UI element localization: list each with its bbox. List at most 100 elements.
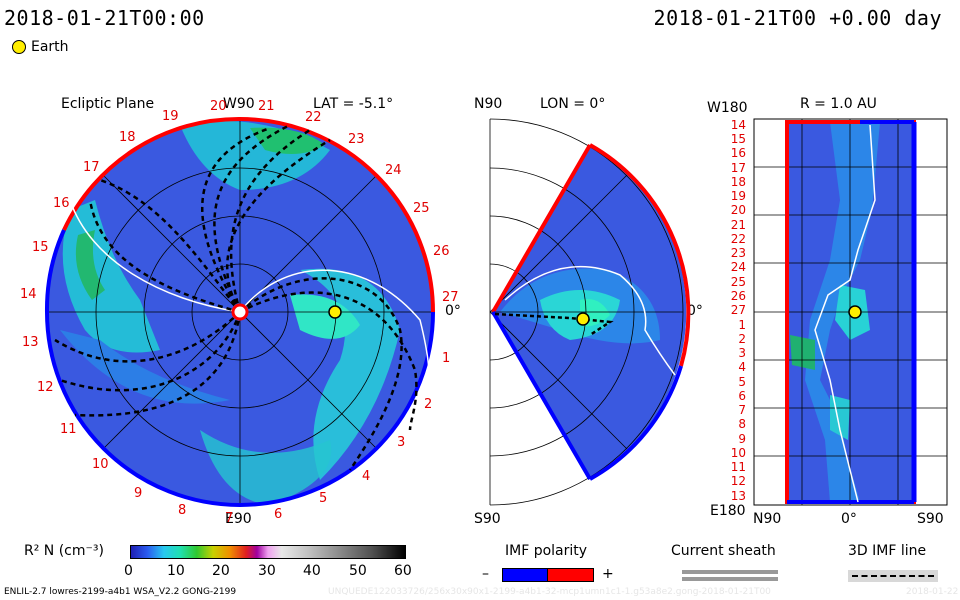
svg-text:3: 3 [397, 435, 405, 450]
svg-text:5: 5 [738, 375, 746, 389]
svg-text:14: 14 [20, 287, 37, 302]
svg-text:17: 17 [83, 160, 100, 175]
svg-text:17: 17 [731, 161, 746, 175]
svg-text:9: 9 [134, 486, 142, 501]
earth-marker-meridional [576, 312, 590, 326]
current-sheath-line [682, 577, 778, 581]
radial-xtick-0: 0° [841, 511, 857, 527]
meridional-right-label: 0° [687, 303, 703, 319]
svg-text:1: 1 [442, 351, 450, 366]
svg-text:4: 4 [362, 469, 370, 484]
svg-text:18: 18 [731, 175, 746, 189]
radial-title: R = 1.0 AU [800, 96, 877, 112]
current-sheath-line [682, 570, 778, 574]
footer-model: ENLIL-2.7 lowres-2199-a4b1 WSA_V2.2 GONG… [4, 587, 237, 597]
svg-text:16: 16 [53, 196, 70, 211]
svg-text:27: 27 [442, 290, 459, 305]
meridional-bottom-label: S90 [474, 511, 501, 527]
svg-text:21: 21 [731, 218, 746, 232]
svg-text:24: 24 [731, 260, 746, 274]
svg-text:13: 13 [731, 489, 746, 503]
svg-text:6: 6 [738, 389, 746, 403]
radial-top-left: W180 [707, 100, 748, 116]
svg-text:27: 27 [731, 303, 746, 317]
svg-text:24: 24 [385, 163, 402, 178]
svg-text:12: 12 [731, 474, 746, 488]
ecliptic-top-label: W90 [223, 96, 255, 112]
svg-text:15: 15 [32, 240, 49, 255]
current-sheath-title: Current sheath [671, 543, 776, 559]
footer-faint-id: UNQUEDE122033726/256x30x90x1-2199-a4b1-3… [328, 587, 771, 597]
svg-text:15: 15 [731, 132, 746, 146]
colorbar-tick: 20 [212, 563, 230, 579]
meridional-top-label: N90 [474, 96, 503, 112]
colorbar-tick: 60 [394, 563, 412, 579]
imf-polarity-title: IMF polarity [505, 543, 588, 559]
svg-text:20: 20 [210, 99, 227, 114]
svg-text:20: 20 [731, 203, 746, 217]
svg-text:2: 2 [738, 332, 746, 346]
svg-text:3: 3 [738, 346, 746, 360]
svg-text:19: 19 [162, 109, 179, 124]
svg-text:23: 23 [731, 246, 746, 260]
svg-text:18: 18 [119, 130, 136, 145]
svg-text:19: 19 [731, 189, 746, 203]
right-date: 2018-01-21T00 +0.00 day [653, 6, 942, 30]
earth-marker-icon [12, 40, 26, 54]
colorbar-tick: 10 [167, 563, 185, 579]
imf-line-sample [852, 575, 934, 577]
radial-xtick-s90: S90 [917, 511, 944, 527]
ecliptic-right-label: 0° [445, 303, 461, 319]
svg-text:5: 5 [319, 491, 327, 506]
colorbar-label: R² N (cm⁻³) [24, 543, 104, 559]
svg-text:16: 16 [731, 146, 746, 160]
svg-text:22: 22 [731, 232, 746, 246]
svg-text:26: 26 [731, 289, 746, 303]
colorbar-tick: 30 [258, 563, 276, 579]
earth-marker-ecliptic [328, 305, 342, 319]
svg-text:2: 2 [424, 397, 432, 412]
svg-text:13: 13 [22, 335, 39, 350]
imf-plus: + [602, 566, 614, 582]
svg-text:14: 14 [731, 118, 746, 132]
svg-text:25: 25 [413, 201, 430, 216]
svg-text:9: 9 [738, 432, 746, 446]
svg-text:11: 11 [60, 422, 77, 437]
svg-text:26: 26 [433, 244, 450, 259]
svg-text:7: 7 [738, 403, 746, 417]
colorbar-tick: 0 [124, 563, 133, 579]
earth-legend-label: Earth [31, 39, 69, 55]
meridional-lon-label: LON = 0° [540, 96, 606, 112]
svg-text:8: 8 [178, 503, 186, 518]
svg-text:10: 10 [92, 457, 109, 472]
colorbar-tick: 40 [303, 563, 321, 579]
ecliptic-lat-label: LAT = -5.1° [313, 96, 394, 112]
svg-text:22: 22 [305, 110, 322, 125]
left-date: 2018-01-21T00:00 [4, 6, 205, 30]
imf-line-title: 3D IMF line [848, 543, 927, 559]
earth-marker-radial [848, 305, 862, 319]
svg-text:7: 7 [225, 511, 233, 526]
svg-text:21: 21 [258, 99, 275, 114]
svg-text:4: 4 [738, 360, 746, 374]
svg-text:11: 11 [731, 460, 746, 474]
footer-faint-date: 2018-01-22 [906, 587, 959, 597]
colorbar [130, 545, 406, 559]
colorbar-tick: 50 [349, 563, 367, 579]
svg-text:6: 6 [274, 507, 282, 522]
svg-text:23: 23 [348, 132, 365, 147]
radial-xtick-n90: N90 [753, 511, 782, 527]
imf-minus: – [482, 566, 489, 582]
radial-bottom-left: E180 [710, 503, 746, 519]
positive-polarity-swatch [547, 568, 594, 582]
svg-text:8: 8 [738, 417, 746, 431]
ecliptic-bottom-label: E90 [225, 511, 252, 527]
svg-text:12: 12 [37, 380, 54, 395]
svg-text:10: 10 [731, 446, 746, 460]
svg-text:1: 1 [738, 318, 746, 332]
ecliptic-title: Ecliptic Plane [61, 96, 155, 112]
negative-polarity-swatch [502, 568, 548, 582]
